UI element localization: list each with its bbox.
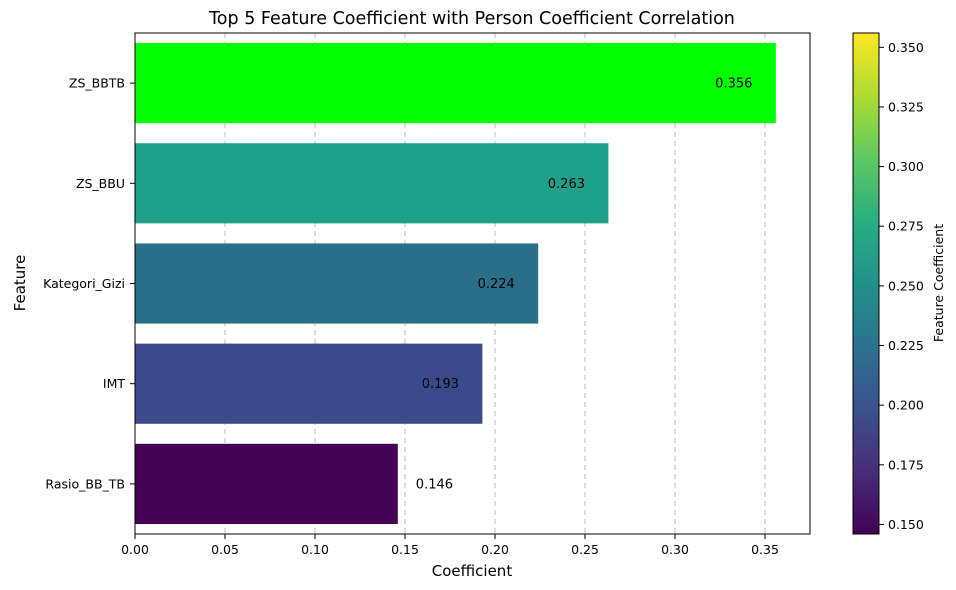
data-label: 0.193 [422, 377, 459, 392]
chart-title: Top 5 Feature Coefficient with Person Co… [208, 9, 735, 29]
y-tick-label: IMT [103, 376, 125, 391]
colorbar [852, 32, 880, 535]
colorbar-tick-label: 0.150 [888, 517, 924, 532]
x-axis-ticks: 0.00 0.05 0.10 0.15 0.20 0.25 0.30 0.35 [121, 534, 779, 557]
data-labels: 0.356 0.263 0.224 0.193 0.146 [416, 77, 753, 493]
bar [135, 143, 609, 224]
x-axis-title: Coefficient [432, 562, 513, 580]
data-label: 0.224 [478, 277, 515, 292]
y-tick-label: ZS_BBTB [69, 76, 125, 91]
x-tick-label: 0.15 [391, 542, 419, 557]
colorbar-tick-label: 0.200 [888, 398, 924, 413]
colorbar-tick-label: 0.350 [888, 40, 924, 55]
x-tick-label: 0.00 [121, 542, 149, 557]
x-tick-label: 0.10 [301, 542, 329, 557]
colorbar-tick-label: 0.325 [888, 99, 924, 114]
bar [135, 343, 483, 424]
data-label: 0.146 [416, 477, 453, 492]
colorbar-label: Feature Coefficient [931, 224, 946, 342]
colorbar-tick-label: 0.275 [888, 219, 924, 234]
colorbar-tick-label: 0.225 [888, 338, 924, 353]
x-tick-label: 0.20 [481, 542, 509, 557]
x-tick-label: 0.05 [211, 542, 239, 557]
colorbar-tick-label: 0.175 [888, 457, 924, 472]
y-axis-title: Feature [11, 255, 29, 312]
y-axis-ticks: ZS_BBTB ZS_BBU Kategori_Gizi IMT Rasio_BB_TB [43, 76, 135, 491]
bar [135, 243, 539, 324]
colorbar-ticks: 0.150 0.175 0.200 0.225 0.250 0.275 0.300 0.325… [879, 40, 924, 532]
colorbar-tick-label: 0.300 [888, 159, 924, 174]
y-tick-label: ZS_BBU [76, 176, 125, 191]
colorbar-tick-label: 0.250 [888, 278, 924, 293]
bars [135, 43, 776, 524]
x-tick-label: 0.35 [751, 542, 779, 557]
y-tick-label: Kategori_Gizi [43, 276, 125, 291]
x-tick-label: 0.30 [661, 542, 689, 557]
bar [135, 43, 776, 124]
data-label: 0.356 [715, 77, 752, 92]
x-tick-label: 0.25 [571, 542, 599, 557]
data-label: 0.263 [548, 177, 585, 192]
bar [135, 443, 398, 524]
y-tick-label: Rasio_BB_TB [45, 476, 125, 491]
